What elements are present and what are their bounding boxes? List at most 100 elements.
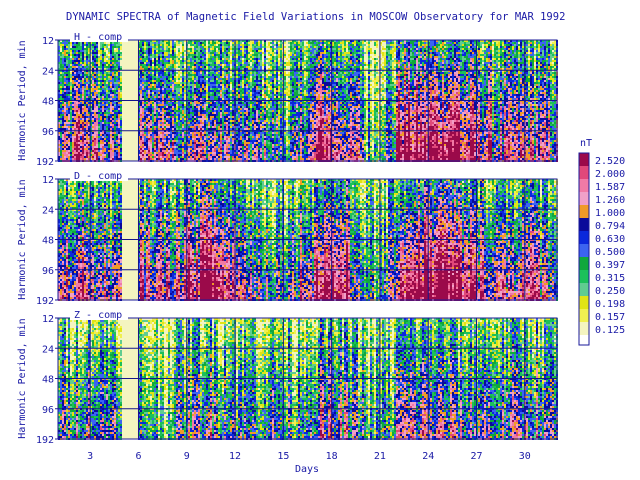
spectrum-cell (242, 136, 244, 138)
spectrum-cell (210, 58, 212, 60)
spectrum-cell (166, 116, 168, 118)
spectrum-cell (172, 152, 174, 154)
spectrum-cell (260, 90, 262, 92)
spectrum-cell (196, 148, 198, 150)
spectrum-cell (156, 148, 158, 150)
spectrum-cell (120, 116, 122, 118)
spectrum-cell (106, 90, 108, 92)
spectrum-cell (158, 64, 160, 66)
spectrum-cell (142, 86, 144, 88)
spectrum-cell (170, 90, 172, 92)
spectrum-cell (94, 92, 96, 96)
spectrum-cell (82, 134, 84, 136)
spectrum-cell (190, 46, 192, 48)
spectrum-cell (216, 78, 218, 80)
spectrum-cell (222, 58, 224, 60)
spectrum-cell (250, 48, 252, 52)
spectrum-cell (96, 138, 98, 144)
spectrum-cell (94, 68, 96, 70)
spectrum-cell (230, 96, 232, 98)
spectrum-cell (108, 44, 110, 46)
spectrum-cell (70, 158, 72, 160)
spectrum-cell (112, 86, 114, 88)
spectrum-cell (244, 72, 246, 74)
spectrum-cell (154, 102, 156, 108)
spectrum-cell (102, 48, 104, 50)
spectrum-cell (188, 156, 190, 158)
spectrum-cell (256, 96, 258, 98)
spectrum-cell (74, 58, 76, 60)
spectrum-cell (110, 158, 112, 160)
spectrum-cell (70, 92, 72, 94)
spectrum-cell (174, 144, 176, 146)
spectrum-cell (152, 132, 154, 134)
spectrum-cell (258, 60, 260, 62)
spectrum-cell (230, 126, 232, 128)
spectrum-cell (238, 48, 240, 50)
spectrum-cell (236, 62, 238, 64)
spectrum-cell (188, 82, 190, 86)
spectrum-cell (176, 142, 178, 144)
spectrum-cell (204, 44, 206, 46)
spectrum-cell (192, 80, 194, 84)
spectrum-cell (110, 102, 112, 104)
spectrum-cell (104, 62, 106, 64)
spectrum-cell (208, 108, 210, 110)
spectrum-cell (94, 66, 96, 68)
spectrum-cell (226, 56, 228, 58)
spectrum-cell (72, 50, 74, 52)
spectrum-cell (118, 56, 120, 58)
spectrum-cell (166, 152, 168, 154)
spectrum-cell (104, 138, 106, 140)
spectrum-cell (194, 94, 196, 96)
spectrum-cell (140, 78, 142, 80)
spectrum-cell (218, 142, 220, 144)
spectrum-cell (248, 102, 250, 104)
spectrum-cell (194, 44, 196, 46)
spectrum-cell (102, 62, 104, 64)
spectrum-cell (196, 58, 198, 62)
spectrum-cell (160, 112, 162, 114)
spectrum-cell (172, 148, 174, 150)
spectrum-cell (206, 92, 208, 94)
spectrum-cell (228, 118, 230, 120)
spectrum-cell (84, 54, 86, 56)
spectrum-cell (92, 92, 94, 96)
spectrum-cell (92, 140, 94, 142)
spectrum-cell (184, 84, 186, 86)
spectrum-cell (140, 124, 142, 126)
spectrum-cell (148, 108, 150, 112)
spectrum-cell (112, 122, 114, 124)
spectrum-cell (216, 72, 218, 74)
spectrum-cell (112, 90, 114, 92)
spectrum-cell (188, 66, 190, 70)
spectrum-cell (74, 84, 76, 86)
spectrum-cell (212, 94, 214, 96)
spectrum-cell (198, 96, 200, 98)
spectrum-cell (236, 52, 238, 54)
spectrum-cell (164, 134, 166, 136)
spectrum-cell (74, 120, 76, 122)
spectrum-cell (140, 138, 142, 140)
spectrum-cell (144, 102, 146, 104)
spectrum-cell (140, 148, 142, 150)
spectrum-cell (178, 96, 180, 98)
spectrum-cell (158, 124, 160, 126)
spectrum-cell (224, 118, 226, 120)
spectrum-cell (152, 108, 154, 110)
spectrum-cell (80, 58, 82, 60)
spectrum-cell (204, 46, 206, 48)
spectrum-cell (106, 92, 108, 94)
spectrum-cell (116, 62, 118, 64)
spectrum-cell (110, 88, 112, 90)
spectrum-cell (188, 54, 190, 56)
spectrum-cell (248, 116, 250, 120)
spectrum-cell (116, 84, 118, 86)
spectrum-cell (192, 44, 194, 46)
spectrum-cell (248, 142, 250, 144)
spectrum-cell (240, 64, 242, 66)
spectrum-cell (200, 146, 202, 148)
spectrum-cell (240, 48, 242, 50)
spectrum-cell (62, 126, 64, 128)
spectrum-cell (256, 126, 258, 128)
